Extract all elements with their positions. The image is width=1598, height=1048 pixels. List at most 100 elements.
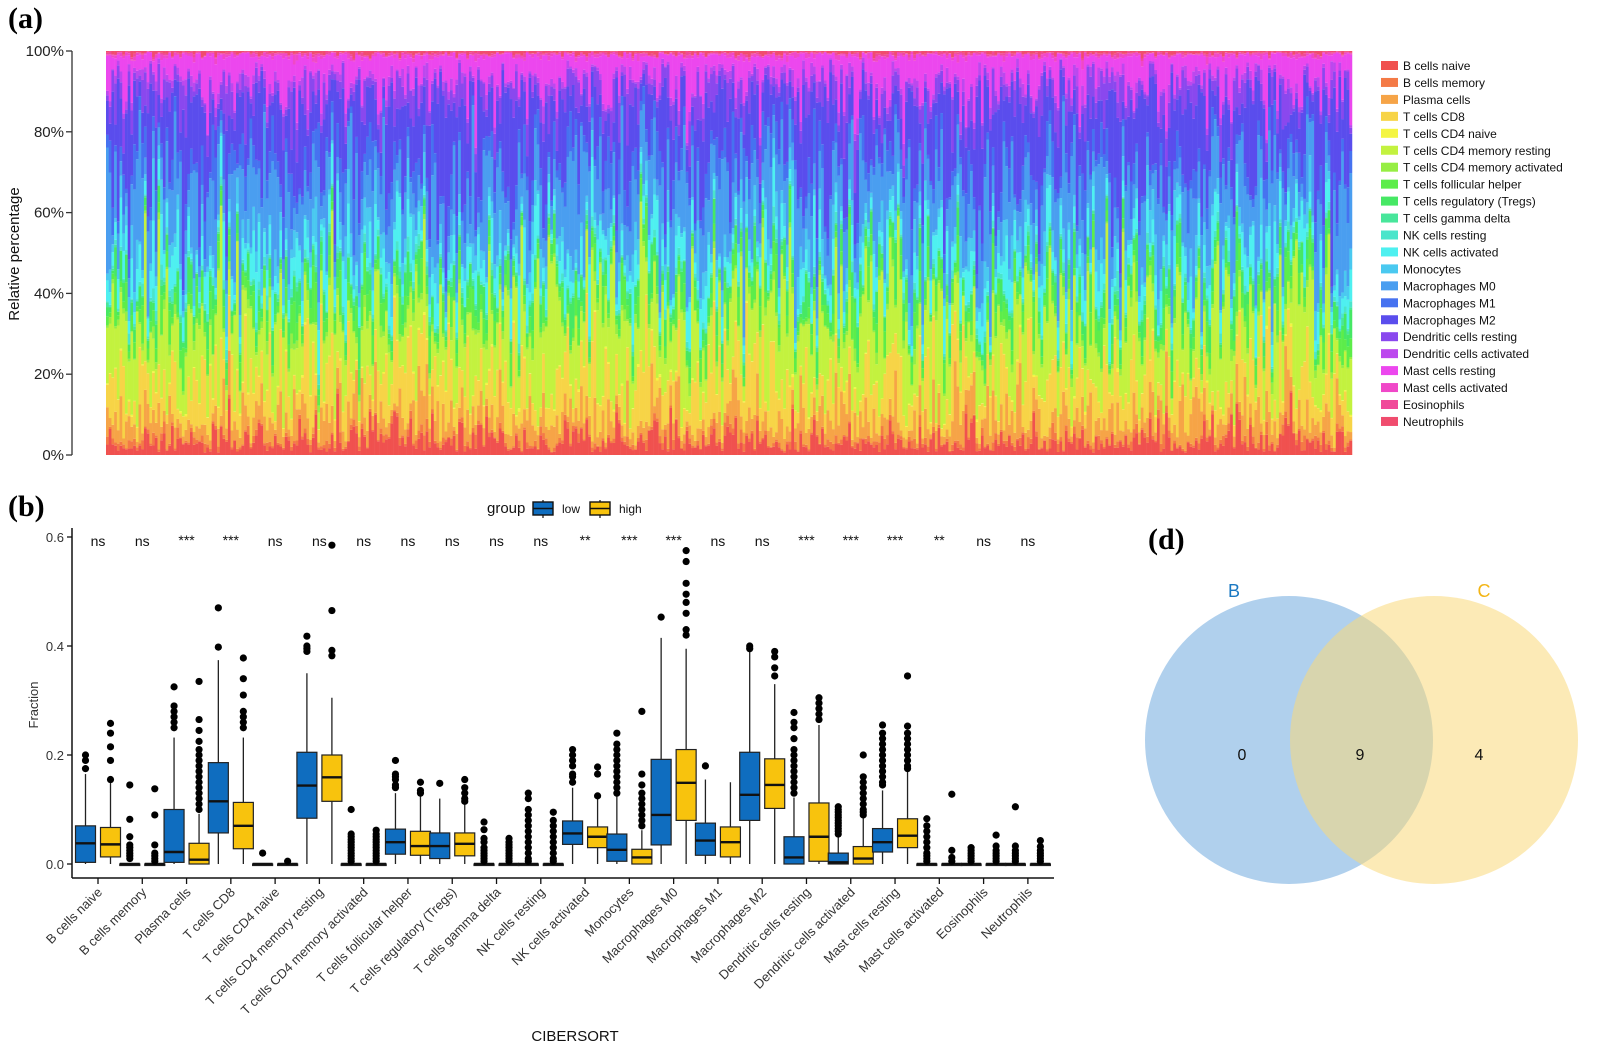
bar-segment (691, 145, 695, 198)
bar-segment (485, 416, 489, 455)
bar-segment (447, 292, 451, 296)
bar-segment (287, 87, 291, 109)
bar-segment (395, 180, 399, 192)
bar-segment (569, 398, 573, 444)
bar-segment (184, 204, 188, 231)
bar-segment (636, 51, 640, 53)
bar-segment (325, 94, 329, 100)
bar-segment (566, 54, 570, 61)
bar-segment (133, 60, 137, 68)
bar-segment (425, 266, 429, 275)
bar-segment (195, 162, 199, 173)
bar-segment (127, 71, 131, 86)
bar-segment (311, 131, 315, 144)
bar-segment (447, 252, 451, 271)
bar-segment (254, 52, 258, 55)
bar-segment (512, 55, 516, 58)
bar-segment (452, 300, 456, 302)
bar-segment (509, 51, 513, 52)
bar-segment (642, 69, 646, 74)
bar-segment (561, 227, 565, 242)
bar-segment (385, 57, 388, 101)
bar-segment (669, 52, 673, 54)
sample-bar (682, 51, 686, 455)
sample-bar (439, 51, 443, 455)
bar-segment (111, 51, 115, 55)
bar-segment (162, 277, 166, 282)
bar-segment (555, 111, 559, 119)
bar-segment (409, 89, 413, 91)
bar-segment (246, 299, 250, 309)
bar-segment (498, 243, 502, 259)
bar-segment (528, 316, 532, 333)
bar-segment (133, 51, 137, 54)
bar-segment (292, 301, 296, 344)
bar-segment (585, 229, 589, 231)
bar-segment (203, 272, 207, 277)
bar-segment (276, 445, 280, 455)
bar-segment (406, 336, 410, 338)
bar-segment (179, 81, 183, 133)
bar-segment (268, 215, 272, 225)
bar-segment (168, 310, 172, 345)
bar-segment (539, 51, 543, 52)
bar-segment (208, 76, 212, 80)
bar-segment (566, 68, 570, 87)
bar-segment (441, 301, 445, 334)
bar-segment (152, 300, 156, 303)
bar-segment (682, 58, 686, 66)
bar-segment (124, 254, 128, 283)
bar-segment (501, 292, 505, 300)
bar-segment (398, 51, 402, 59)
bar-segment (460, 220, 464, 265)
bar-segment (631, 381, 635, 384)
bar-segment (200, 424, 204, 436)
bar-segment (433, 54, 437, 57)
bar-segment (379, 337, 383, 384)
bar-segment (263, 78, 267, 88)
bar-segment (447, 285, 451, 293)
bar-segment (677, 124, 681, 136)
bar-segment (376, 129, 380, 153)
bar-segment (317, 53, 321, 54)
bar-segment (422, 51, 426, 54)
bar-segment (203, 310, 207, 323)
bar-segment (544, 320, 548, 326)
bar-segment (596, 67, 600, 71)
bar-segment (133, 329, 137, 343)
bar-segment (477, 330, 481, 333)
bar-segment (249, 138, 253, 248)
bar-segment (317, 302, 321, 331)
bar-segment (187, 216, 191, 251)
bar-segment (590, 71, 594, 98)
bar-segment (355, 51, 359, 53)
bar-segment (409, 53, 413, 55)
bar-segment (642, 246, 646, 372)
bar-segment (214, 305, 218, 314)
bar-segment (333, 451, 337, 455)
bar-segment (208, 178, 212, 247)
bar-segment (447, 280, 451, 281)
bar-segment (406, 55, 410, 66)
bar-segment (246, 253, 250, 281)
bar-segment (368, 221, 372, 263)
bar-segment (311, 54, 315, 58)
bar-segment (455, 253, 459, 293)
bar-segment (168, 189, 172, 246)
bar-segment (379, 110, 383, 113)
bar-segment (403, 322, 407, 328)
bar-segment (401, 435, 405, 438)
bar-segment (477, 274, 481, 276)
bar-segment (360, 52, 364, 57)
bar-segment (276, 53, 280, 55)
bar-segment (366, 175, 369, 208)
bar-segment (287, 51, 291, 56)
bar-segment (292, 87, 296, 197)
bar-segment (485, 384, 489, 399)
bar-segment (355, 153, 359, 262)
bar-segment (173, 247, 177, 284)
bar-segment (436, 386, 440, 402)
bar-segment (203, 359, 207, 425)
bar-segment (246, 165, 250, 220)
bar-segment (133, 359, 137, 401)
